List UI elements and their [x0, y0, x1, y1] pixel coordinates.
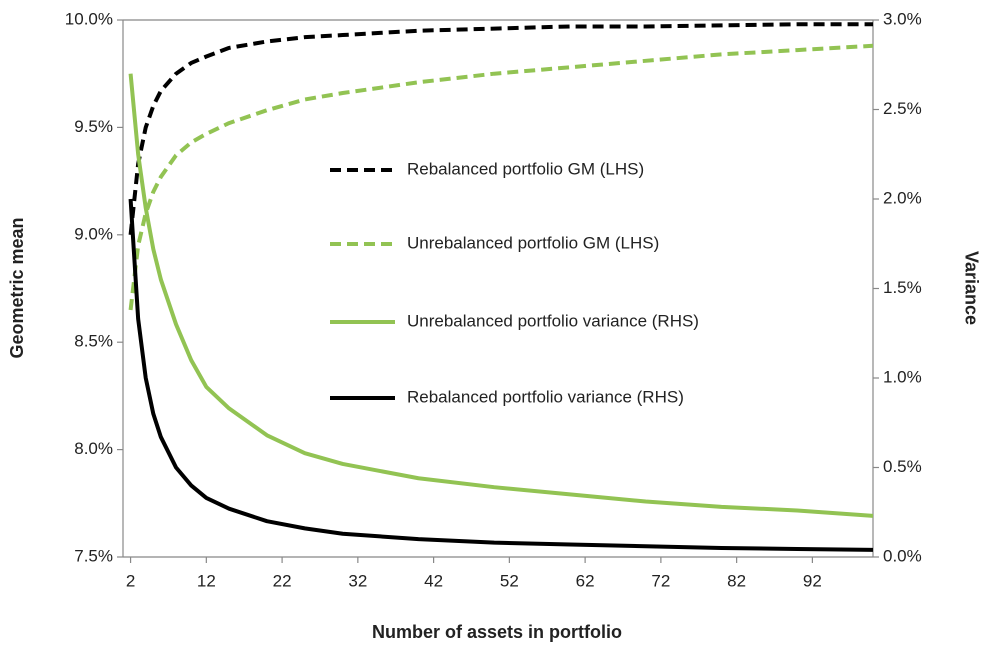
x-tick-label: 2: [126, 571, 135, 590]
y-tick-label: 7.5%: [74, 546, 113, 565]
y2-tick-label: 3.0%: [883, 9, 922, 28]
x-tick-label: 92: [803, 571, 822, 590]
x-tick-label: 42: [424, 571, 443, 590]
legend-label: Unrebalanced portfolio GM (LHS): [407, 233, 659, 252]
y-tick-label: 8.5%: [74, 332, 113, 351]
series-line: [128, 43, 874, 311]
x-tick-label: 82: [727, 571, 746, 590]
y2-tick-label: 1.0%: [883, 367, 922, 386]
legend-label: Unrebalanced portfolio variance (RHS): [407, 311, 699, 330]
series-line: [128, 73, 874, 518]
y2-tick-label: 1.5%: [883, 278, 922, 297]
y-tick-label: 9.5%: [74, 117, 113, 136]
legend-label: Rebalanced portfolio GM (LHS): [407, 159, 644, 178]
x-tick-label: 62: [576, 571, 595, 590]
y-tick-label: 9.0%: [74, 224, 113, 243]
y2-tick-label: 2.0%: [883, 188, 922, 207]
x-tick-label: 12: [197, 571, 216, 590]
series-line: [128, 22, 873, 236]
y2-tick-label: 0.5%: [883, 457, 922, 476]
series-line: [128, 198, 874, 552]
y-tick-label: 10.0%: [65, 9, 113, 28]
x-axis-title: Number of assets in portfolio: [372, 622, 622, 642]
legend-label: Rebalanced portfolio variance (RHS): [407, 387, 684, 406]
y2-tick-label: 2.5%: [883, 99, 922, 118]
y2-axis-title: Variance: [961, 251, 981, 325]
x-tick-label: 72: [651, 571, 670, 590]
y-tick-label: 8.0%: [74, 439, 113, 458]
x-tick-label: 22: [273, 571, 292, 590]
y-axis-title: Geometric mean: [7, 217, 27, 358]
y2-tick-label: 0.0%: [883, 546, 922, 565]
x-tick-label: 52: [500, 571, 519, 590]
x-tick-label: 32: [348, 571, 367, 590]
